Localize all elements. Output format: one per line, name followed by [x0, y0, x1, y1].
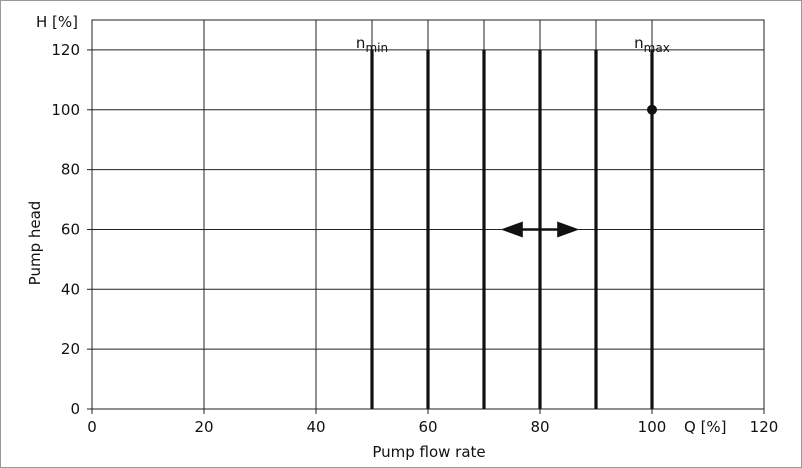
y-tick-label-80: 80 — [61, 161, 80, 179]
x-axis-title: Pump flow rate — [372, 443, 485, 461]
x-tick-label-120: 120 — [750, 418, 779, 436]
x-tick-label-80: 80 — [530, 418, 549, 436]
operating-point — [647, 104, 657, 115]
annotation-layer: nmin nmax — [356, 34, 670, 238]
y-tick-label-120: 120 — [51, 41, 80, 59]
grid-layer — [87, 19, 765, 414]
double-arrow-right-head — [557, 221, 580, 238]
y-tick-label-20: 20 — [61, 340, 80, 358]
y-tick-label-100: 100 — [51, 101, 80, 119]
x-tick-label-100: 100 — [638, 418, 667, 436]
double-arrow-left-head — [500, 221, 523, 238]
x-tick-label-0: 0 — [87, 418, 97, 436]
speed-label-n-min: nmin — [356, 34, 388, 55]
x-unit-label: Q [%] — [684, 418, 727, 436]
speed-label-n-max: nmax — [634, 34, 670, 55]
y-tick-label-60: 60 — [61, 220, 80, 238]
y-unit-label: H [%] — [36, 13, 78, 31]
y-tick-label-0: 0 — [70, 400, 80, 418]
x-tick-label-60: 60 — [418, 418, 437, 436]
y-tick-label-40: 40 — [61, 280, 80, 298]
x-tick-label-40: 40 — [306, 418, 325, 436]
x-tick-label-20: 20 — [194, 418, 213, 436]
tick-labels: 0 20 40 60 80 100 120 0 20 40 60 80 100 120 — [51, 41, 778, 436]
y-axis-title: Pump head — [26, 201, 44, 286]
